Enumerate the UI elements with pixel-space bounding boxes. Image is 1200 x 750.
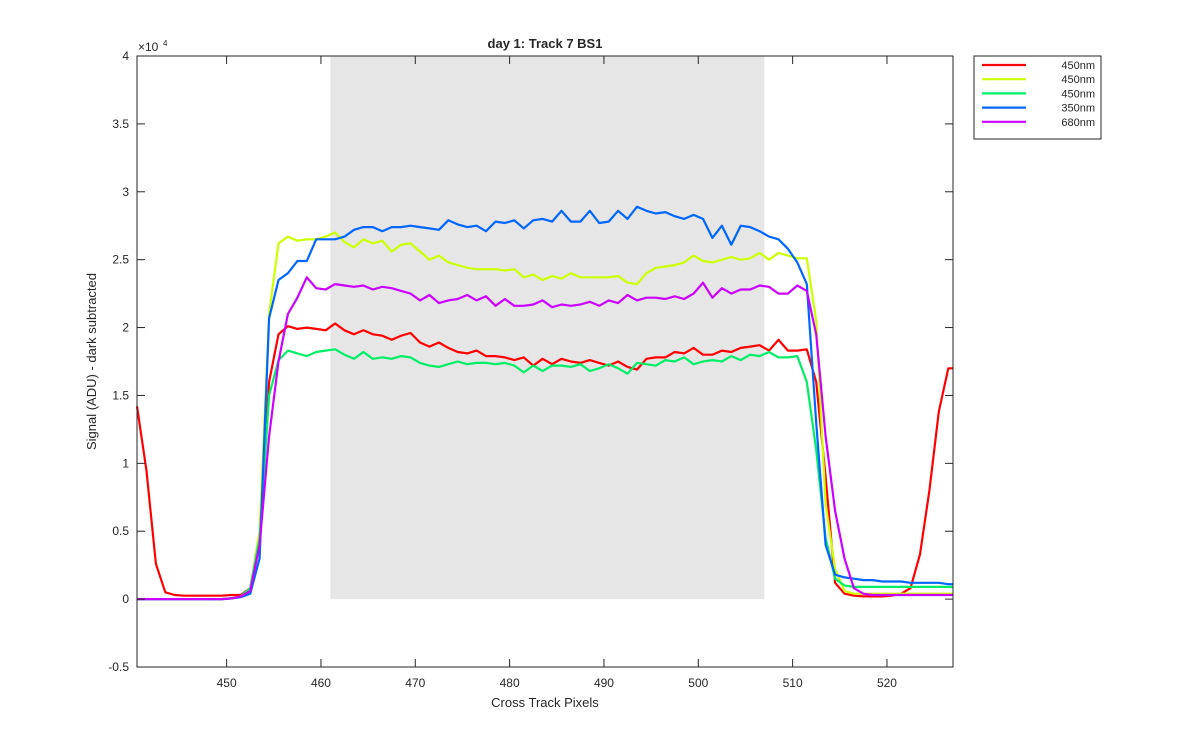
y-tick-label: 0.5	[112, 524, 129, 538]
x-tick-label: 450	[217, 676, 237, 690]
exponent-power: 4	[163, 39, 168, 48]
legend-entry-5: 680nm	[1061, 117, 1095, 129]
x-tick-label: 490	[594, 676, 614, 690]
y-tick-label: 1.5	[112, 388, 129, 402]
x-tick-label: 460	[311, 676, 331, 690]
legend-entry-2: 450nm	[1061, 74, 1095, 86]
series-line-2	[137, 231, 953, 601]
x-axis-ticks: 450 460 470 480 490 500 510 520	[217, 56, 897, 690]
x-axis-label: Cross Track Pixels	[491, 695, 599, 710]
series-line-4	[137, 205, 953, 601]
series-layer	[135, 205, 953, 601]
legend-entry-3: 450nm	[1061, 88, 1095, 100]
series-line-5	[137, 276, 953, 601]
legend: 450nm 450nm 450nm 350nm 680nm	[973, 55, 1102, 140]
x-tick-label: 520	[877, 676, 897, 690]
exponent-base: ×10	[138, 40, 159, 54]
y-tick-label: 4	[122, 49, 129, 63]
x-tick-label: 500	[688, 676, 708, 690]
y-axis-label: Signal (ADU) - dark subtracted	[84, 273, 99, 450]
chart-title: day 1: Track 7 BS1	[488, 36, 603, 51]
y-axis-exponent: ×10 4	[138, 39, 168, 54]
y-tick-label: 3.5	[112, 117, 129, 131]
y-tick-label: -0.5	[108, 660, 129, 674]
legend-entry-1: 450nm	[1061, 60, 1095, 72]
y-axis-ticks: -0.5 0 0.5 1 1.5 2 2.5 3 3.5 4	[108, 49, 953, 674]
legend-box	[973, 55, 1102, 140]
y-tick-label: 0	[122, 592, 129, 606]
y-tick-label: 1	[122, 456, 129, 470]
x-tick-label: 510	[783, 676, 803, 690]
axes-box	[136, 55, 954, 668]
shaded-region	[330, 56, 765, 600]
y-tick-label: 3	[122, 185, 129, 199]
y-tick-label: 2.5	[112, 253, 129, 267]
x-tick-label: 480	[500, 676, 520, 690]
y-tick-label: 2	[122, 321, 129, 335]
plot-area: 450 460 470 480 490 500 510 520 -0.5 0 0.5 1 1.5 2 2.…	[108, 49, 954, 690]
x-tick-label: 470	[405, 676, 425, 690]
legend-entry-4: 350nm	[1061, 103, 1095, 115]
